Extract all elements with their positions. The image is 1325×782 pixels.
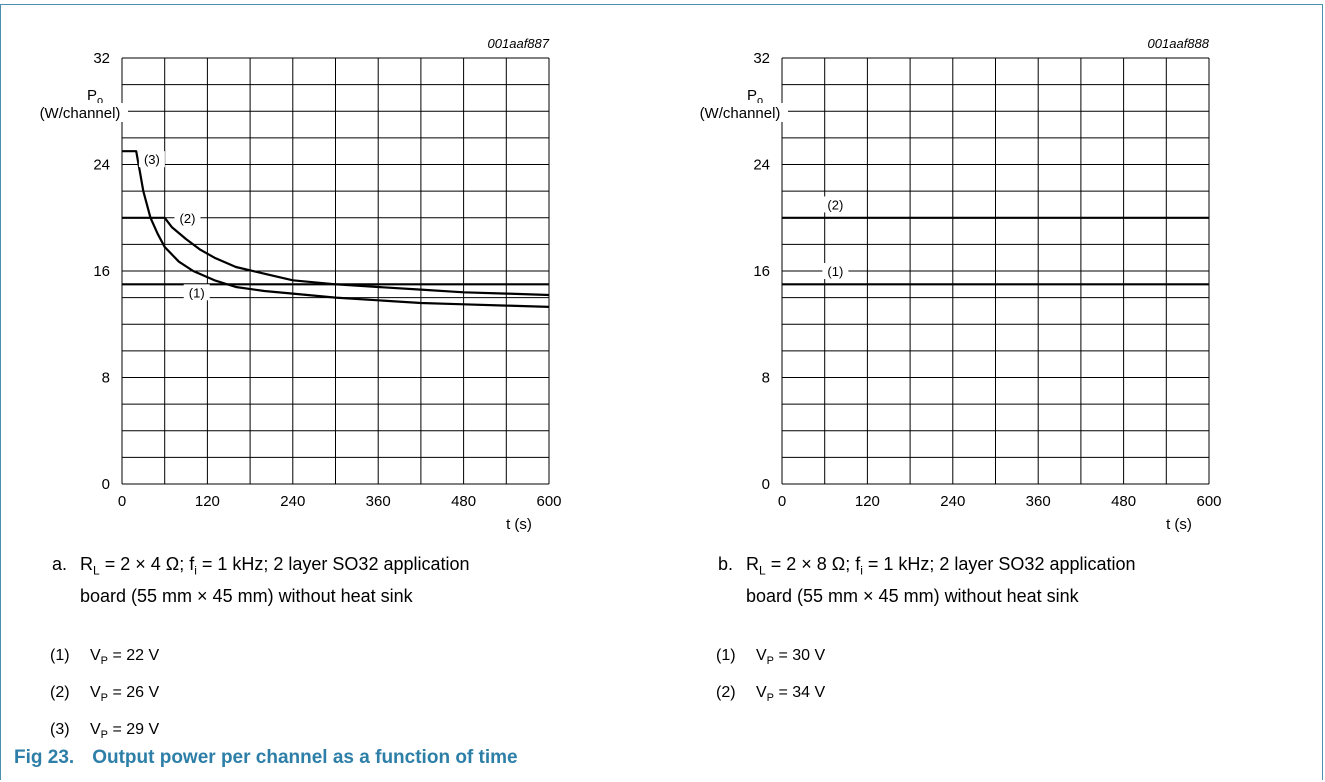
chart-a-series-line (122, 150, 550, 308)
chart-b-x-tick-label: 120 (855, 493, 880, 510)
figure-number: Fig 23. (14, 747, 75, 768)
chart-b-x-tick-label: 240 (940, 493, 965, 510)
chart-a-annotation-bg (183, 284, 210, 301)
legend-b-item: (2) VP = 34 V (716, 684, 826, 705)
chart-a-y-tick-label: 0 (102, 476, 110, 493)
chart-b: 0 120 240 360 480 600 0 8 16 24 32 t (s) P o(W/channe… (692, 36, 1222, 533)
chart-a: 0 120 240 360 480 600 0 8 16 24 32 t (s) P o(W/channe… (32, 36, 562, 533)
chart-b-figure-id: 001aaf888 (1148, 36, 1210, 51)
caption-a-line2: board (55 mm × 45 mm) without heat sink (80, 585, 413, 606)
chart-a-y-tick-label: 16 (93, 263, 110, 280)
chart-b-y-axis-label-sub: o (757, 95, 763, 107)
chart-a-series-line (122, 216, 550, 297)
chart-a-y-axis-unit: (W/channel) (40, 105, 121, 122)
caption-a-line1: = 1 kHz; 2 layer SO32 application (196, 554, 470, 574)
chart-a-annotation-bg (174, 209, 201, 226)
legend-a-item: (3) VP = 29 V (50, 721, 160, 742)
caption-a-rl-sub: L (93, 563, 100, 578)
chart-a-annotation-label: (1) (189, 285, 205, 300)
chart-a-annotation-bg (138, 151, 165, 168)
chart-a-y-tick-label: 24 (93, 157, 110, 174)
chart-b-y-axis-label: P (747, 87, 757, 104)
caption-b-rl: R (746, 554, 759, 574)
figure-title: Fig 23. Output power per channel as a fun… (14, 747, 518, 769)
chart-a-x-tick-label: 480 (451, 493, 476, 510)
chart-a-y-tick-label: 8 (102, 370, 110, 387)
figure-caption: Output power per channel as a function o… (92, 747, 518, 768)
chart-a-y-unit-bg (32, 103, 128, 122)
legend-a: (1) VP = 22 V (2) VP = 26 V (3) VP = 29 V (50, 646, 159, 746)
chart-a-y-axis-label: P (87, 87, 97, 104)
chart-b-x-tick-label: 360 (1026, 493, 1051, 510)
chart-a-annotation-label: (2) (180, 211, 196, 226)
caption-a-letter: a. (52, 554, 68, 574)
chart-b-y-tick-label: 16 (753, 263, 770, 280)
chart-b-annotation-label: (1) (827, 264, 843, 279)
caption-b-letter: b. (718, 554, 734, 574)
chart-a-y-tick-label: 32 (93, 50, 110, 67)
chart-a-x-tick-label: 240 (280, 493, 305, 510)
chart-a-annotation-label: (3) (144, 152, 160, 167)
legend-a-item: (1) VP = 22 V (50, 647, 160, 668)
chart-b-y-tick-label: 24 (753, 157, 770, 174)
chart-b-x-tick-label: 0 (778, 493, 786, 510)
chart-a-figure-id: 001aaf887 (488, 36, 550, 51)
chart-a-x-tick-label: 360 (366, 493, 391, 510)
chart-b-x-tick-label: 480 (1111, 493, 1136, 510)
legend-b-item: (1) VP = 30 V (716, 647, 826, 668)
chart-b-y-axis-unit: (W/channel) (700, 105, 781, 122)
legend-a-item: (2) VP = 26 V (50, 684, 160, 705)
chart-b-y-tick-label: 32 (753, 50, 770, 67)
chart-b-annotation-bg (822, 196, 849, 213)
caption-b-line2: board (55 mm × 45 mm) without heat sink (746, 585, 1079, 606)
caption-a-fi-sub: i (194, 563, 197, 578)
figure-frame (0, 4, 1323, 780)
chart-b-x-axis-label: t (s) (1166, 516, 1192, 533)
chart-b-y-tick-label: 0 (762, 476, 770, 493)
chart-b-annotation-label: (2) (827, 197, 843, 212)
chart-b-x-tick-label: 600 (1196, 493, 1221, 510)
chart-a-y-axis-label-sub: o (97, 95, 103, 107)
caption-a-rl-value: = 2 × 4 Ω; f (99, 554, 195, 574)
chart-a-x-axis-label: t (s) (506, 516, 532, 533)
chart-b-y-unit-bg (692, 103, 788, 122)
caption-a-rl: R (80, 554, 93, 574)
caption-b-rl-value: = 2 × 8 Ω; f (765, 554, 861, 574)
chart-b-annotation-bg (822, 263, 849, 279)
caption-b-rl-sub: L (759, 563, 766, 578)
chart-a-x-tick-label: 120 (195, 493, 220, 510)
chart-a-x-tick-label: 600 (536, 493, 561, 510)
legend-b: (1) VP = 30 V (2) VP = 34 V (716, 646, 825, 708)
chart-b-y-tick-label: 8 (762, 370, 770, 387)
chart-a-x-tick-label: 0 (118, 493, 126, 510)
caption-b-line1: = 1 kHz; 2 layer SO32 application (862, 554, 1136, 574)
caption-b-fi-sub: i (860, 563, 863, 578)
